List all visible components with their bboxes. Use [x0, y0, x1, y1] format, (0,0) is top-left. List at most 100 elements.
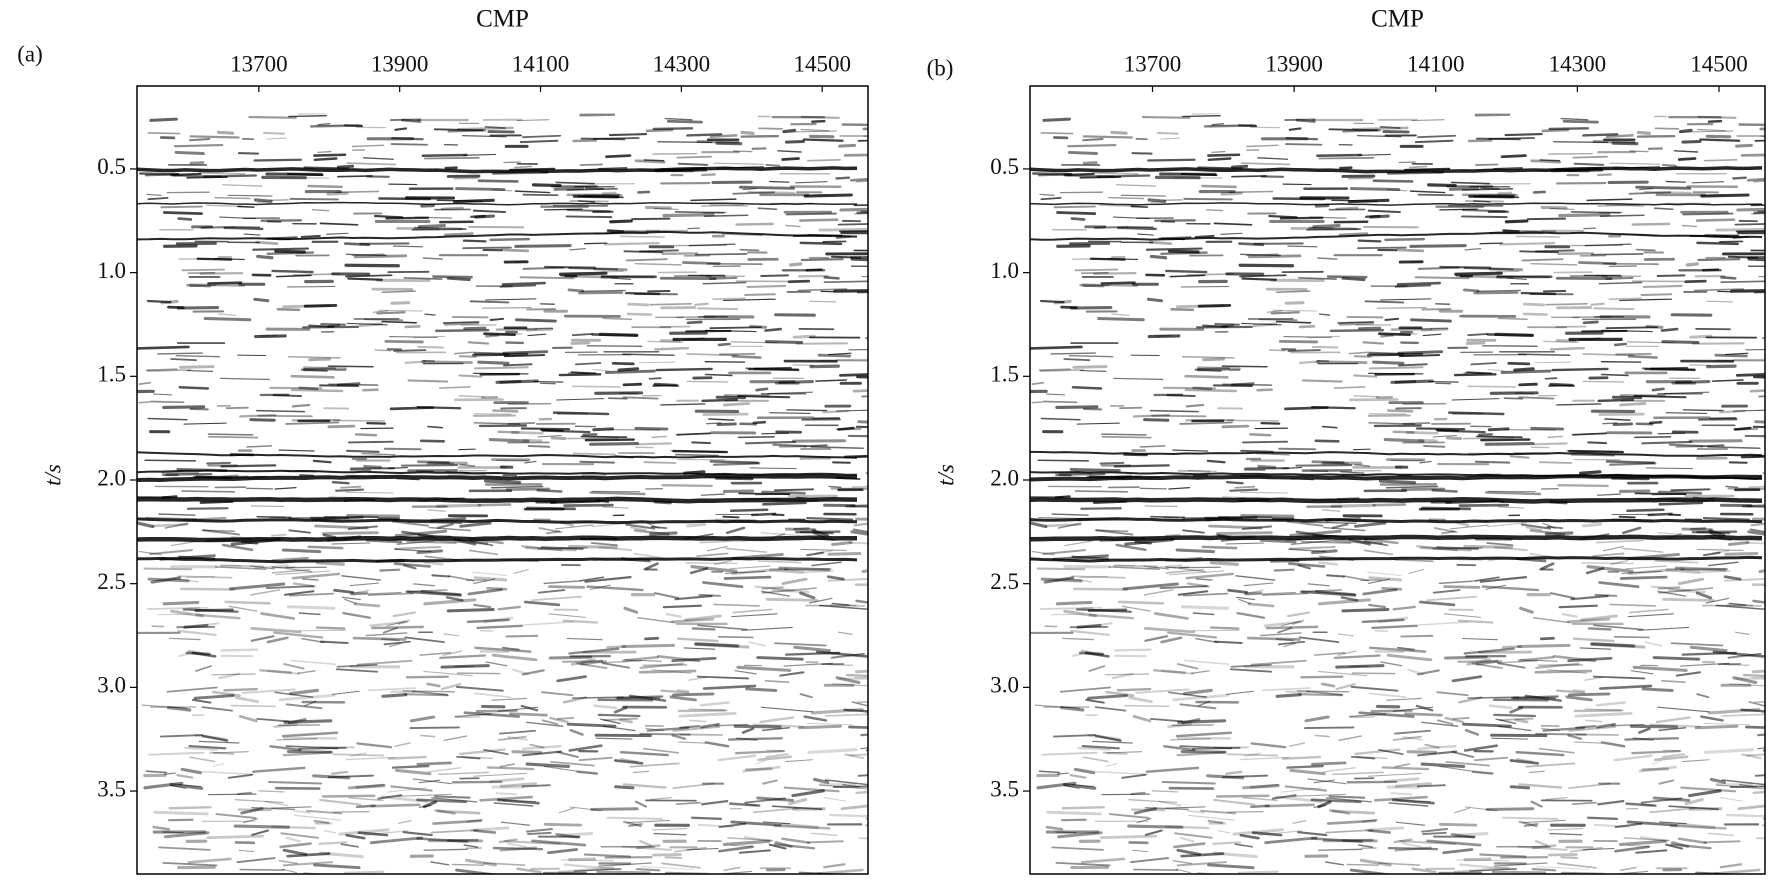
reflection — [592, 427, 615, 432]
reflection — [558, 373, 602, 377]
reflection — [752, 807, 800, 814]
reflection — [555, 833, 580, 839]
reflection — [822, 409, 849, 414]
reflection — [236, 791, 253, 796]
reflection — [1745, 753, 1765, 757]
reflection — [1462, 437, 1514, 440]
reflection — [674, 453, 719, 457]
reflection — [1318, 561, 1339, 566]
reflection — [831, 541, 853, 546]
reflection — [1183, 197, 1233, 201]
reflection — [1486, 333, 1534, 337]
reflection — [384, 339, 424, 344]
reflection — [584, 438, 635, 442]
reflection — [1653, 207, 1674, 211]
reflection — [1328, 809, 1351, 815]
reflection — [1408, 165, 1428, 169]
reflection — [568, 744, 603, 752]
reflection — [767, 391, 813, 395]
reflection — [703, 214, 749, 217]
reflection — [242, 818, 258, 824]
reflection — [848, 349, 868, 351]
reflection — [1031, 550, 1055, 556]
reflection — [355, 783, 385, 789]
reflection — [1518, 382, 1538, 387]
reflection — [419, 734, 436, 738]
reflection — [1632, 665, 1688, 672]
reflection — [209, 751, 235, 755]
reflection — [282, 848, 308, 856]
reflection — [392, 611, 416, 618]
reflection — [853, 522, 868, 527]
reflection — [1540, 205, 1568, 210]
reflection — [1540, 727, 1561, 732]
reflection — [1473, 200, 1491, 203]
reflection — [1278, 339, 1319, 344]
reflection — [761, 587, 817, 594]
reflection — [1110, 130, 1128, 135]
reflection — [1407, 668, 1425, 676]
reflection — [730, 820, 782, 827]
reflection — [432, 819, 483, 825]
reflection — [1031, 401, 1044, 404]
reflection — [1390, 792, 1413, 796]
reflection — [764, 340, 804, 344]
reflection — [1164, 533, 1181, 537]
reflection — [332, 690, 360, 695]
reflection — [1181, 356, 1235, 359]
reflection — [369, 836, 424, 845]
reflection — [1450, 833, 1475, 839]
reflection — [152, 393, 173, 396]
reflection — [442, 321, 480, 324]
reflection — [1211, 123, 1225, 126]
reflection — [346, 322, 388, 326]
reflection — [1535, 732, 1587, 736]
reflection — [643, 159, 665, 162]
reflection — [1387, 846, 1439, 851]
reflection — [1560, 856, 1579, 859]
reflection — [253, 297, 270, 303]
strong-reflector — [137, 535, 857, 543]
reflection — [783, 786, 840, 793]
reflection — [1220, 191, 1243, 196]
reflection — [255, 409, 306, 413]
reflection — [1100, 281, 1136, 285]
reflection — [347, 525, 378, 531]
reflection — [437, 771, 490, 776]
reflection — [1112, 216, 1150, 220]
reflection — [1150, 515, 1186, 519]
reflection — [233, 824, 290, 829]
reflection — [1225, 770, 1243, 775]
reflection — [1539, 636, 1555, 641]
reflection — [405, 590, 462, 597]
reflection — [164, 522, 189, 529]
reflection — [143, 781, 184, 790]
reflection — [696, 140, 740, 144]
reflection — [778, 444, 829, 448]
reflection — [183, 422, 227, 425]
reflection — [1492, 698, 1549, 702]
reflection — [1300, 675, 1344, 679]
reflection — [318, 851, 364, 859]
reflection — [1706, 300, 1734, 303]
reflection — [694, 302, 709, 306]
reflection — [1362, 341, 1385, 345]
reflection — [219, 216, 256, 220]
reflection — [385, 216, 430, 220]
reflection — [1498, 717, 1534, 722]
reflection — [404, 636, 445, 643]
reflection — [1288, 127, 1302, 131]
reflection — [281, 548, 322, 554]
reflection — [1376, 307, 1427, 309]
reflection — [1356, 135, 1402, 138]
reflection — [633, 529, 670, 536]
reflection — [484, 125, 506, 129]
reflection — [735, 222, 774, 226]
reflection — [205, 204, 243, 208]
reflection — [803, 193, 853, 198]
reflection — [411, 690, 449, 696]
reflection — [1289, 545, 1336, 550]
reflection — [723, 866, 741, 872]
reflection — [656, 654, 701, 663]
reflection — [674, 594, 713, 601]
